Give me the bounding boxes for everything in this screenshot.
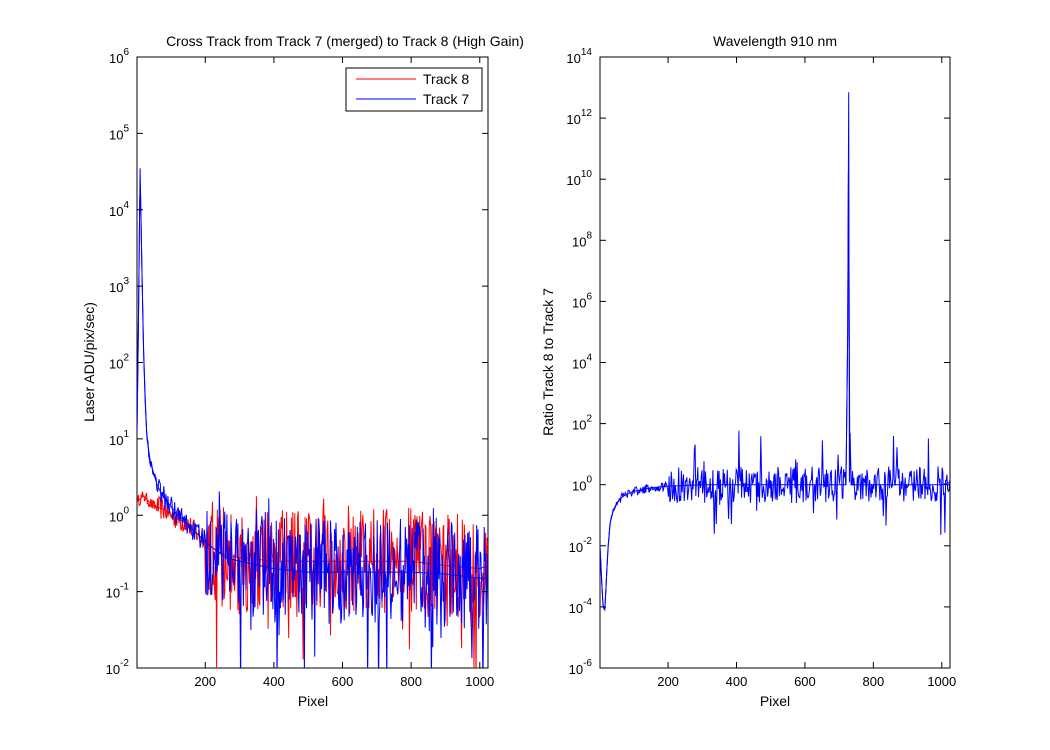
left-y-tick-label: 10-2 [106, 658, 130, 677]
left-legend: Track 8 Track 7 [345, 67, 483, 112]
left-y-tick-label: 10-1 [106, 582, 130, 601]
left-x-tick-label: 1000 [465, 674, 494, 689]
right-y-tick-label: 108 [572, 230, 592, 249]
left-x-tick-label: 800 [400, 674, 422, 689]
right-x-tick-label: 800 [863, 674, 885, 689]
right-series-line-0 [600, 172, 950, 611]
left-chart-title: Cross Track from Track 7 (merged) to Tra… [166, 33, 524, 49]
right-y-tick-label: 106 [572, 291, 592, 310]
right-x-tick-label: 600 [794, 674, 816, 689]
left-series-keypoints-1 [137, 168, 488, 579]
left-axis-ticks: 200 400 600 800 1000 10-2 10-1 100 101 102 103 104 1… [106, 47, 495, 689]
left-y-tick-label: 100 [109, 505, 129, 524]
right-y-tick-label: 1014 [566, 47, 592, 66]
legend-label-track-7: Track 7 [423, 91, 469, 107]
left-y-tick-label: 103 [109, 276, 129, 295]
left-x-tick-label: 200 [194, 674, 216, 689]
left-y-tick-label: 101 [109, 429, 129, 448]
right-y-axis-label: Ratio Track 8 to Track 7 [540, 288, 556, 436]
left-series-line-track-7 [137, 187, 488, 668]
left-series-lines [137, 168, 488, 668]
left-chart: 200 400 600 800 1000 10-2 10-1 100 101 102 103 104 1… [81, 33, 524, 709]
right-y-tick-label: 102 [572, 414, 592, 433]
right-series-lines [600, 92, 950, 612]
right-y-tick-label: 10-2 [569, 536, 593, 555]
right-y-tick-label: 104 [572, 353, 592, 372]
left-x-tick-label: 600 [332, 674, 354, 689]
right-plot-frame [599, 56, 951, 669]
right-x-tick-label: 1000 [927, 674, 956, 689]
left-y-tick-label: 104 [109, 200, 129, 219]
legend-label-track-8: Track 8 [423, 71, 469, 87]
right-x-axis-label: Pixel [760, 693, 790, 709]
right-x-tick-label: 200 [657, 674, 679, 689]
left-x-tick-label: 400 [263, 674, 285, 689]
right-y-tick-label: 10-6 [569, 658, 593, 677]
right-y-tick-label: 1010 [566, 169, 592, 188]
left-x-axis-label: Pixel [298, 693, 328, 709]
right-y-tick-label: 1012 [566, 108, 592, 127]
left-y-tick-label: 105 [109, 123, 129, 142]
legend-box [345, 67, 483, 112]
right-y-tick-label: 10-4 [569, 597, 593, 616]
left-y-axis-label: Laser ADU/pix/sec) [81, 302, 97, 422]
right-series-keypoints-0 [600, 92, 950, 612]
left-y-tick-label: 102 [109, 353, 129, 372]
right-chart-title: Wavelength 910 nm [713, 33, 837, 49]
right-x-tick-label: 400 [726, 674, 748, 689]
right-axis-ticks: 200 400 600 800 1000 10-6 10-4 10-2 100 102 104 106… [566, 47, 956, 689]
left-y-tick-label: 106 [109, 47, 129, 66]
right-y-tick-label: 100 [572, 475, 592, 494]
right-chart: 200 400 600 800 1000 10-6 10-4 10-2 100 102 104 106… [540, 33, 956, 709]
